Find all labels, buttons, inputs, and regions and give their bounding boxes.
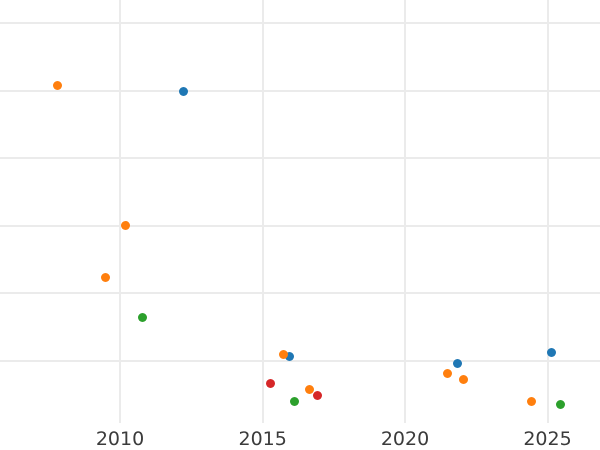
horizontal-gridline: [0, 89, 600, 92]
horizontal-gridline: [0, 157, 600, 160]
scatter-point-green: [290, 397, 300, 407]
horizontal-gridline: [0, 359, 600, 362]
scatter-point-green: [137, 312, 147, 322]
scatter-point-orange: [442, 369, 452, 379]
scatter-point-blue: [452, 358, 462, 368]
x-tick-label: 2010: [95, 428, 145, 450]
scatter-point-green: [555, 399, 565, 409]
horizontal-gridline: [0, 224, 600, 227]
x-tick-label: 2020: [380, 428, 430, 450]
scatter-point-blue: [284, 352, 294, 362]
scatter-point-orange: [120, 220, 130, 230]
scatter-point-orange: [305, 384, 314, 394]
scatter-point-blue: [179, 86, 188, 96]
scatter-point-red: [266, 378, 276, 388]
vertical-gridline: [119, 0, 121, 423]
vertical-gridline: [404, 0, 406, 423]
scatter-point-blue: [546, 348, 556, 357]
x-tick-label: 2025: [523, 428, 572, 450]
vertical-gridline: [261, 0, 264, 423]
x-tick-label: 2015: [238, 428, 287, 450]
horizontal-gridline: [0, 22, 600, 25]
scatter-point-orange: [278, 349, 288, 359]
scatter-point-orange: [526, 397, 536, 407]
horizontal-gridline: [0, 292, 600, 295]
vertical-gridline: [546, 0, 549, 423]
scatter-point-red: [313, 391, 322, 400]
scatter-point-orange: [458, 374, 468, 384]
scatter-point-orange: [52, 80, 62, 90]
scatter-point-orange: [100, 272, 110, 282]
